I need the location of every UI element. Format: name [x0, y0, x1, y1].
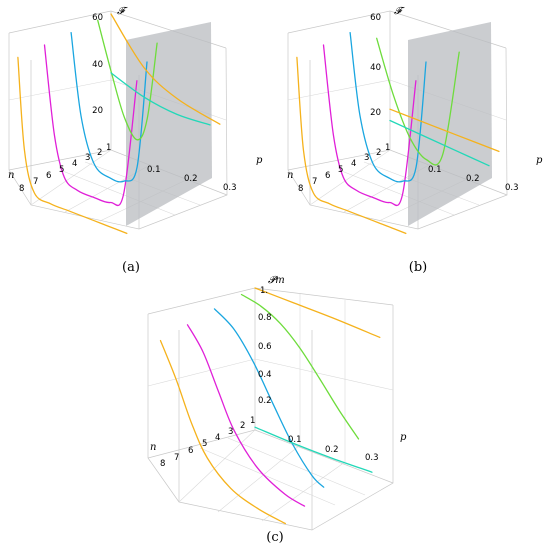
panel-c-z-tick: 0.6 [258, 342, 272, 352]
panel-b-z-tick: 40 [370, 63, 381, 73]
panel-a-n-tick: 3 [85, 153, 90, 163]
series-line-yellow [389, 108, 500, 153]
panel-c-ticks: 1. 0.8 0.6 0.4 0.2 0.1 0.2 0.3 8 7 6 5 4… [160, 286, 379, 469]
panel-c-z-tick: 1. [260, 286, 268, 296]
panel-a-label: (a) [122, 260, 140, 275]
panel-b-z-tick: 20 [370, 108, 381, 118]
panel-c-n-tick: 4 [215, 433, 220, 443]
series-line-green [240, 293, 360, 440]
series-line-yellow [296, 56, 407, 235]
panel-b-n-tick: 7 [312, 177, 317, 187]
panel-c-y-label: n [150, 442, 156, 453]
panel-a-n-tick: 1 [106, 143, 111, 153]
series-line-yellow [17, 56, 128, 235]
panel-b-ticks: 60 40 20 0.1 0.2 0.3 8 7 6 5 4 3 2 1 [298, 13, 519, 194]
panel-b-curves [296, 31, 500, 235]
panel-a-n-tick: 5 [59, 165, 64, 175]
panel-a-y-label: n [8, 170, 14, 181]
panel-c-n-tick: 3 [228, 427, 233, 437]
panel-a-z-tick: 40 [92, 60, 103, 70]
panel-b-n-tick: 2 [376, 148, 381, 158]
panel-a-z-tick: 20 [92, 106, 103, 116]
panel-b-p-tick: 0.2 [466, 174, 480, 184]
series-line-cyan [254, 426, 373, 473]
series-line-magenta [43, 44, 138, 207]
panel-c-p-tick: 0.3 [365, 453, 379, 463]
panel-a-x-label: p [256, 155, 263, 166]
panel-b-label: (b) [409, 260, 427, 275]
panel-c-x-label: p [400, 432, 407, 443]
panel-c-p-tick: 0.2 [325, 445, 339, 455]
panel-b-p-tick: 0.1 [428, 165, 442, 175]
series-line-yellow [254, 287, 381, 339]
panel-a-p-tick: 0.3 [223, 183, 237, 193]
panel-c-n-tick: 5 [202, 439, 207, 449]
panel-c-z-tick: 0.8 [258, 313, 272, 323]
panel-a-n-tick: 7 [33, 177, 38, 187]
series-line-magenta [322, 44, 417, 207]
panel-a-n-tick: 6 [46, 171, 51, 181]
panel-b-p-tick: 0.3 [505, 183, 519, 193]
panel-a-curves [17, 13, 221, 235]
panel-b-y-label: n [287, 170, 293, 181]
panel-b-n-tick: 1 [385, 143, 390, 153]
panel-b-z-tick: 60 [370, 13, 381, 23]
panel-a-z-tick: 60 [92, 13, 103, 23]
panel-c-n-tick: 8 [160, 459, 165, 469]
panel-c-z-tick: 0.2 [258, 396, 272, 406]
series-line-magenta [186, 324, 306, 507]
series-line-green [376, 37, 460, 166]
panel-a-n-tick: 2 [97, 148, 102, 158]
panel-a-n-tick: 4 [72, 159, 77, 169]
panel-c-p-tick: 0.1 [288, 435, 302, 445]
series-line-cyan [389, 119, 490, 167]
panel-c-n-tick: 7 [174, 453, 179, 463]
panel-c-n-tick: 1 [250, 416, 255, 426]
panel-a-plane [126, 22, 212, 226]
panel-b-plane [408, 22, 492, 226]
panel-c-z-tick: 0.4 [258, 370, 272, 380]
panel-b-n-tick: 4 [351, 159, 356, 169]
series-line-cyan [110, 72, 211, 126]
panel-c-n-tick: 6 [188, 446, 193, 456]
series-line-blue [70, 31, 148, 183]
panel-c-box [147, 287, 394, 531]
series-line-green [97, 19, 158, 141]
panel-a-p-tick: 0.2 [184, 174, 198, 184]
panel-b: 60 40 20 0.1 0.2 0.3 8 7 6 5 4 3 2 1 𝓕 p… [287, 6, 543, 275]
panel-c-label: (c) [266, 530, 283, 545]
series-line-yellow [159, 339, 286, 525]
panel-a: 60 40 20 0.1 0.2 0.3 8 7 6 5 4 3 2 1 𝓕 p… [8, 6, 263, 275]
series-line-blue [349, 31, 427, 183]
panel-a-p-tick: 0.1 [147, 165, 161, 175]
panel-a-n-tick: 8 [19, 184, 24, 194]
panel-b-n-tick: 6 [325, 171, 330, 181]
panel-a-ticks: 60 40 20 0.1 0.2 0.3 8 7 6 5 4 3 2 1 [19, 13, 237, 194]
panel-c-n-tick: 2 [240, 421, 245, 431]
panel-b-n-tick: 8 [298, 184, 303, 194]
panel-c-curves [159, 287, 381, 525]
panel-c: 1. 0.8 0.6 0.4 0.2 0.1 0.2 0.3 8 7 6 5 4… [147, 275, 407, 545]
panel-a-z-label: 𝓕 [117, 6, 128, 17]
panel-b-n-tick: 3 [364, 153, 369, 163]
panel-b-n-tick: 5 [338, 165, 343, 175]
series-line-yellow [110, 13, 221, 125]
panel-b-z-label: 𝓕 [394, 6, 405, 17]
panel-b-x-label: p [536, 155, 543, 166]
panel-c-z-label: 𝓟m [268, 275, 285, 286]
series-line-blue [213, 308, 325, 488]
